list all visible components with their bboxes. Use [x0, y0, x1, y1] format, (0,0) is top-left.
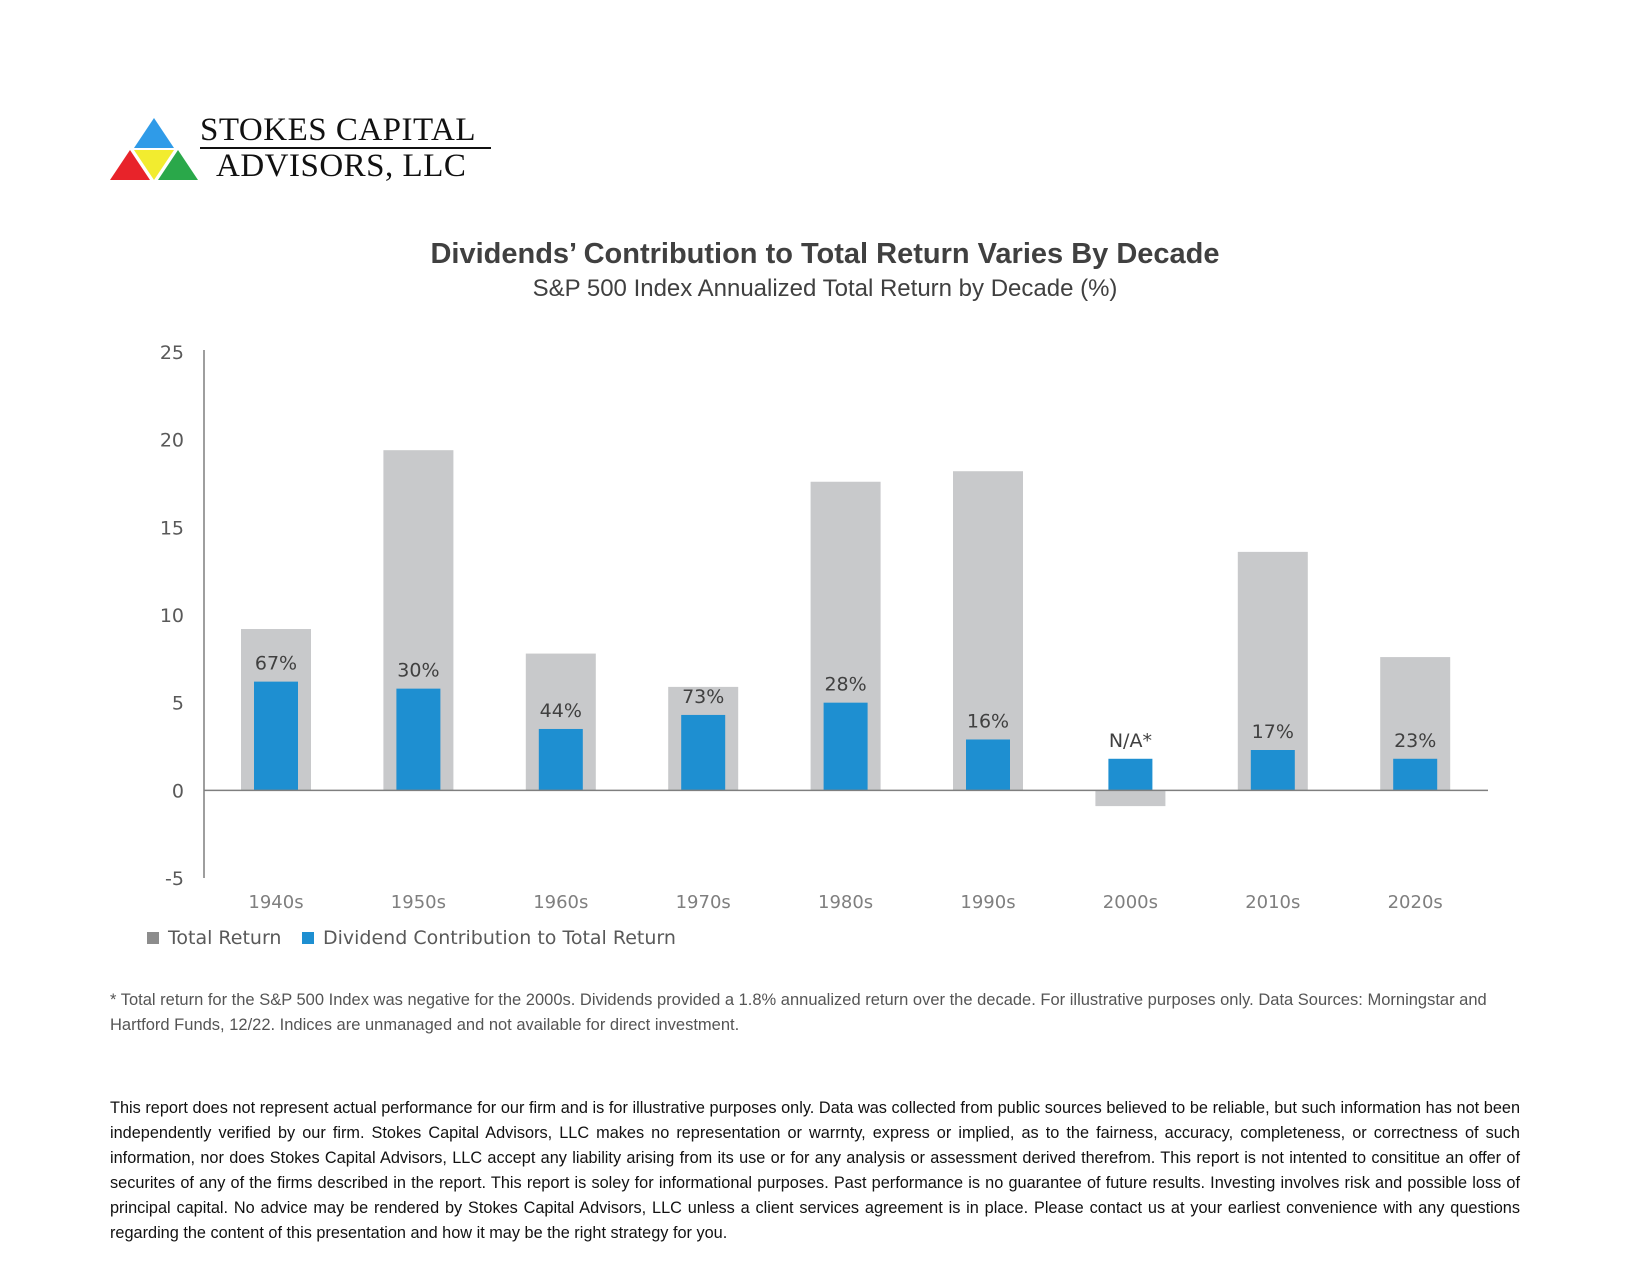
dividend-share-label: 17% — [1252, 721, 1294, 743]
legend-swatch-total-return — [147, 932, 159, 944]
chart-footnote: * Total return for the S&P 500 Index was… — [110, 991, 1487, 1034]
y-tick-label: 10 — [160, 605, 184, 627]
disclaimer-text: This report does not represent actual pe… — [110, 1099, 1520, 1242]
dividend-bar — [1108, 758, 1153, 791]
y-tick-label: 25 — [160, 342, 184, 364]
total-return-bar — [953, 471, 1023, 791]
dividend-bar — [538, 728, 583, 791]
x-tick-label: 2020s — [1388, 892, 1443, 913]
legend-swatch-dividend — [302, 932, 314, 944]
triangle-logo-icon — [110, 118, 198, 180]
dividend-bar — [396, 688, 441, 791]
logo-line-1: STOKES CAPITAL — [200, 112, 477, 148]
x-tick-label: 1950s — [391, 892, 446, 913]
chart-title: Dividends’ Contribution to Total Return … — [430, 238, 1220, 270]
dividend-bar — [823, 702, 868, 791]
dividend-share-label: 16% — [967, 710, 1009, 732]
dividend-share-label: 23% — [1394, 730, 1436, 752]
dividend-bar — [254, 681, 298, 791]
legend-label-dividend: Dividend Contribution to Total Return — [323, 927, 676, 949]
dividend-share-label: 44% — [540, 700, 582, 722]
y-tick-label: 15 — [160, 517, 184, 539]
y-tick-label: -5 — [165, 868, 184, 890]
chart-subtitle: S&P 500 Index Annualized Total Return by… — [532, 275, 1118, 302]
dividend-bar — [1393, 758, 1438, 791]
dividend-share-label: N/A* — [1109, 730, 1152, 752]
y-tick-label: 20 — [160, 430, 184, 452]
dividend-share-label: 28% — [824, 674, 866, 696]
dividend-bar — [681, 714, 726, 791]
y-tick-label: 0 — [172, 780, 184, 802]
dividend-share-label: 73% — [682, 686, 724, 708]
x-tick-label: 2010s — [1245, 892, 1300, 913]
dividend-bar — [1250, 750, 1295, 791]
logo-triangle-yellow — [134, 150, 174, 180]
x-tick-label: 1970s — [676, 892, 731, 913]
dividend-bar — [966, 739, 1010, 791]
logo-line-2: ADVISORS, LLC — [216, 148, 467, 184]
x-tick-label: 1990s — [960, 892, 1015, 913]
logo-triangle-red — [110, 150, 150, 180]
logo-rule — [200, 147, 491, 149]
logo-triangle-green — [158, 150, 198, 180]
total-return-bar — [1095, 790, 1166, 807]
x-tick-label: 1980s — [818, 892, 873, 913]
legend-label-total-return: Total Return — [167, 927, 281, 949]
x-tick-label: 1960s — [533, 892, 588, 913]
dividend-share-label: 30% — [397, 660, 439, 682]
company-logo: STOKES CAPITAL ADVISORS, LLC — [108, 112, 508, 188]
x-tick-label: 2000s — [1103, 892, 1158, 913]
logo-triangle-blue — [134, 118, 174, 148]
bar-chart: 25 20 15 10 5 0 -5 67% 1940s 30% 1950s 44% 1960s 73% 1… — [147, 342, 1488, 949]
dividend-share-label: 67% — [255, 653, 297, 675]
y-tick-label: 5 — [172, 693, 184, 715]
x-tick-label: 1940s — [248, 892, 303, 913]
